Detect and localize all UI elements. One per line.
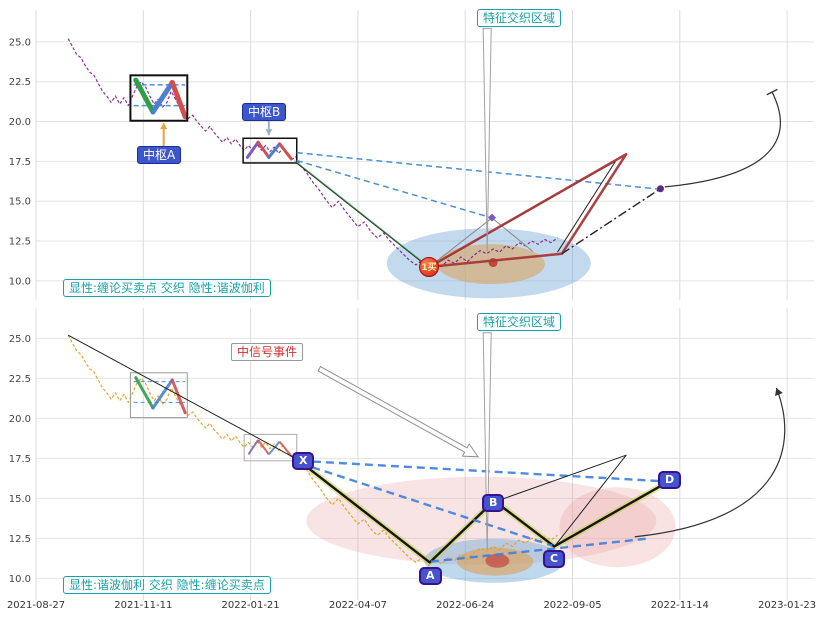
mini-b-seg4: [278, 440, 293, 457]
x-tick-label: 2022-09-05: [543, 600, 601, 611]
zone-ellipse-pink-right: [559, 487, 676, 568]
y-tick-label: 17.5: [9, 157, 31, 168]
legend-caption-bottom: 显性:谐波伽利 交织 隐性:缠论买卖点: [63, 576, 271, 594]
projection-curve-2: [634, 387, 786, 538]
buy-point-1-marker: 1买: [419, 257, 439, 277]
harmonic-point-c: C: [543, 550, 566, 568]
pivot-a-arrow-head: [160, 123, 168, 130]
harmonic-point-d: D: [658, 471, 682, 489]
signal-event-label: 中信号事件: [231, 343, 304, 361]
y-tick-label: 20.0: [9, 414, 31, 425]
x-tick-label: 2021-11-11: [114, 600, 172, 611]
fan-dash-lower: [296, 159, 493, 219]
x-tick-label: 2021-08-27: [7, 600, 65, 611]
y-tick-label: 20.0: [9, 117, 31, 128]
fan-dash-upper: [296, 151, 661, 191]
x-tick-label: 2022-11-14: [651, 600, 709, 611]
region-label-bottom: 特征交织区域: [477, 313, 562, 331]
chan-seg-down1: [133, 77, 156, 115]
trend-to-x: [67, 334, 301, 462]
y-tick-label: 17.5: [9, 454, 31, 465]
chan-seg-up: [150, 80, 175, 115]
projection-curve: [664, 91, 781, 188]
mini-seg-down2: [170, 378, 187, 415]
signal-hollow-arrow: [317, 365, 480, 458]
mini-box-b: [243, 433, 298, 462]
decline-line-green: [294, 160, 427, 266]
dash-dot-projection: [561, 189, 659, 255]
projection-curve-2-head: [775, 388, 783, 397]
price-line-harmonic: [67, 334, 558, 567]
mid-diamond: [488, 213, 497, 222]
projection-curve-bar: [766, 88, 778, 96]
needle-top: [482, 27, 492, 252]
chan-b-seg1: [245, 140, 260, 159]
region-label-top: 特征交织区域: [477, 9, 562, 27]
pivot-b-label: 中枢B: [242, 103, 287, 121]
y-tick-label: 12.5: [9, 534, 31, 545]
zone-ellipse-pink: [306, 476, 657, 565]
x-tick-label: 2023-01-23: [758, 600, 816, 611]
harmonic-point-x: X: [292, 452, 315, 470]
pivot-b-box: [242, 137, 298, 164]
y-tick-label: 12.5: [9, 237, 31, 248]
price-line-chan: [67, 38, 558, 269]
mini-b-seg2: [257, 439, 270, 455]
legend-caption-top: 显性:缠论买卖点 交织 隐性:谐波伽利: [63, 279, 271, 297]
y-tick-label: 15.0: [9, 494, 31, 505]
big-tri-red: [428, 152, 628, 269]
harmonic-point-a: A: [419, 567, 442, 585]
y-tick-label: 22.5: [9, 374, 31, 385]
mini-b-seg1: [247, 439, 259, 455]
y-tick-label: 25.0: [9, 37, 31, 48]
decline-line: [296, 162, 430, 268]
pivot-b-arrow-head: [265, 129, 273, 136]
chan-seg-down2: [169, 80, 188, 120]
x-tick-label: 2022-04-07: [329, 600, 387, 611]
x-tick-label: 2022-01-21: [222, 600, 280, 611]
x-tick-label: 2022-06-24: [436, 600, 494, 611]
mini-seg-up: [151, 378, 174, 410]
y-tick-label: 25.0: [9, 334, 31, 345]
dash-a-c-ext: [430, 537, 650, 563]
y-tick-label: 22.5: [9, 77, 31, 88]
chan-b-seg2: [256, 140, 271, 159]
chan-b-seg4: [278, 142, 293, 161]
harmonic-point-b: B: [482, 494, 505, 512]
mini-box-a: [129, 372, 188, 419]
pivot-a-label: 中枢A: [137, 146, 182, 164]
chan-b-seg3: [267, 142, 282, 159]
mini-seg-down1: [134, 376, 155, 410]
y-tick-label: 10.0: [9, 276, 31, 287]
y-tick-label: 15.0: [9, 197, 31, 208]
hot2-red: [485, 553, 510, 568]
y-tick-label: 10.0: [9, 574, 31, 585]
needle-bottom: [482, 332, 492, 550]
projection-end-dot: [656, 185, 664, 193]
dash-x-d: [299, 459, 670, 483]
mini-b-seg3: [268, 440, 281, 456]
thin-triangle: [495, 454, 627, 545]
pivot-a-box: [129, 74, 189, 122]
dash-x-c: [299, 462, 553, 547]
